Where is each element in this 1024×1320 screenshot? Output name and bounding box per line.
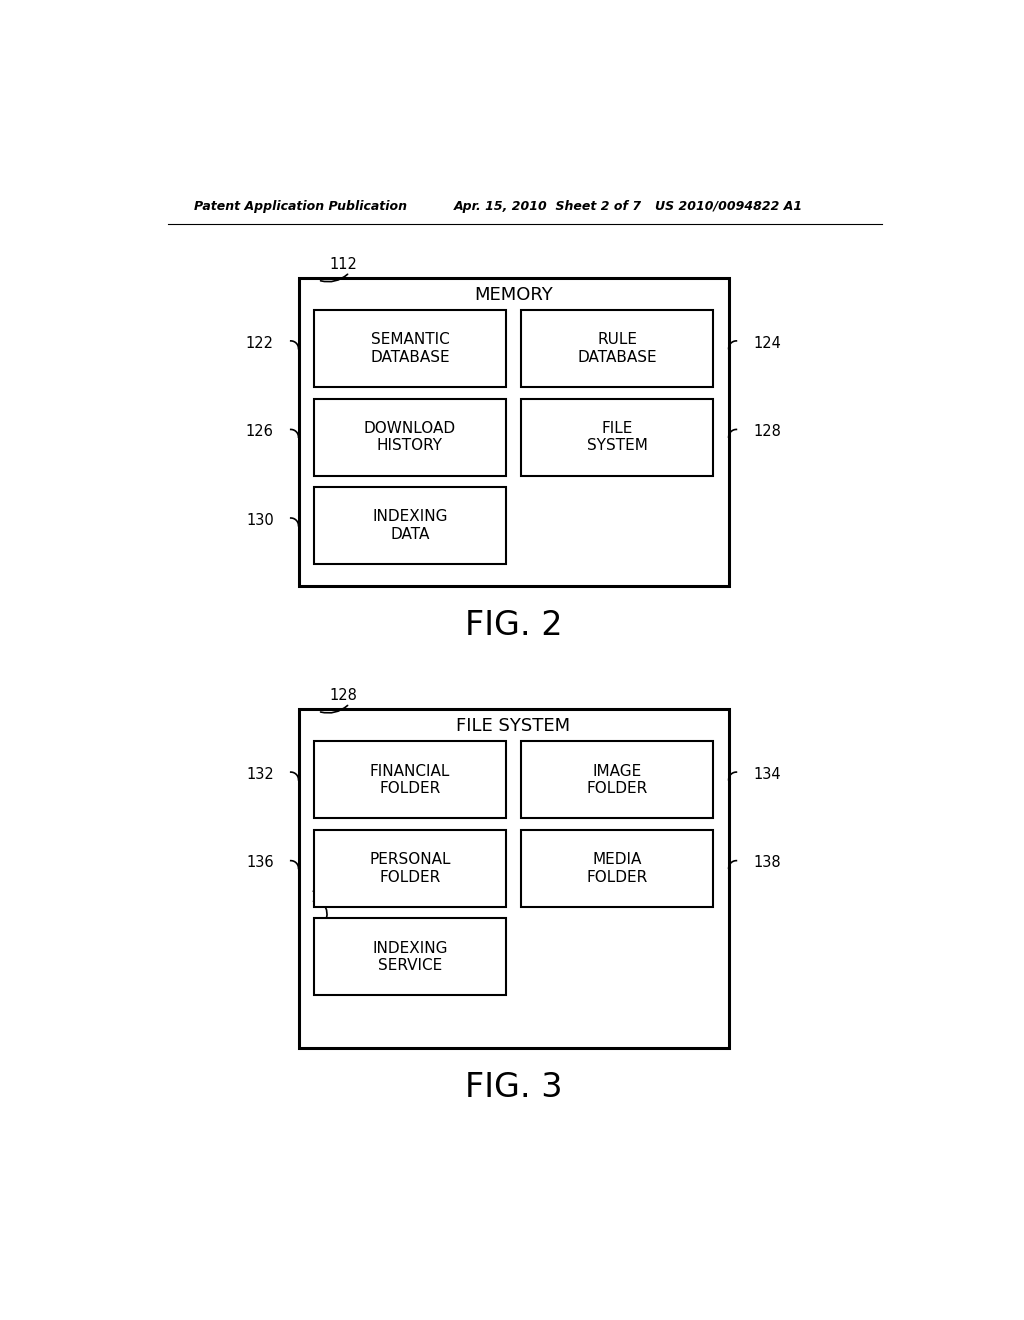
Bar: [521, 399, 713, 475]
Text: Patent Application Publication: Patent Application Publication: [194, 199, 407, 213]
Text: 128: 128: [330, 688, 357, 702]
Bar: [299, 709, 729, 1048]
Bar: [314, 399, 506, 475]
Text: Apr. 15, 2010  Sheet 2 of 7: Apr. 15, 2010 Sheet 2 of 7: [454, 199, 642, 213]
Text: 130: 130: [246, 512, 273, 528]
Text: 122: 122: [246, 335, 273, 351]
Bar: [521, 742, 713, 818]
Text: 132: 132: [246, 767, 273, 781]
Bar: [521, 310, 713, 387]
Text: US 2010/0094822 A1: US 2010/0094822 A1: [655, 199, 802, 213]
Text: FIG. 2: FIG. 2: [465, 610, 562, 643]
Text: 112: 112: [330, 256, 357, 272]
Text: 134: 134: [754, 767, 781, 781]
Text: MEMORY: MEMORY: [474, 285, 553, 304]
Text: 128: 128: [754, 424, 781, 440]
Text: 138: 138: [754, 855, 781, 870]
Text: RULE
DATABASE: RULE DATABASE: [578, 333, 657, 364]
Text: FIG. 3: FIG. 3: [465, 1072, 562, 1105]
Text: DOWNLOAD
HISTORY: DOWNLOAD HISTORY: [364, 421, 456, 453]
Text: FILE SYSTEM: FILE SYSTEM: [457, 717, 570, 735]
Bar: [299, 277, 729, 586]
Bar: [314, 310, 506, 387]
Text: SEMANTIC
DATABASE: SEMANTIC DATABASE: [370, 333, 450, 364]
Text: FINANCIAL
FOLDER: FINANCIAL FOLDER: [370, 763, 451, 796]
Text: 136: 136: [246, 855, 273, 870]
Text: IMAGE
FOLDER: IMAGE FOLDER: [587, 763, 648, 796]
Bar: [314, 919, 506, 995]
Bar: [521, 830, 713, 907]
Bar: [314, 830, 506, 907]
Bar: [314, 487, 506, 564]
Text: 120: 120: [310, 890, 338, 904]
Text: INDEXING
DATA: INDEXING DATA: [372, 510, 447, 543]
Text: MEDIA
FOLDER: MEDIA FOLDER: [587, 853, 648, 884]
Text: FILE
SYSTEM: FILE SYSTEM: [587, 421, 647, 453]
Text: 124: 124: [754, 335, 781, 351]
Text: 126: 126: [246, 424, 273, 440]
Bar: [314, 742, 506, 818]
Text: PERSONAL
FOLDER: PERSONAL FOLDER: [370, 853, 451, 884]
Text: INDEXING
SERVICE: INDEXING SERVICE: [372, 941, 447, 973]
